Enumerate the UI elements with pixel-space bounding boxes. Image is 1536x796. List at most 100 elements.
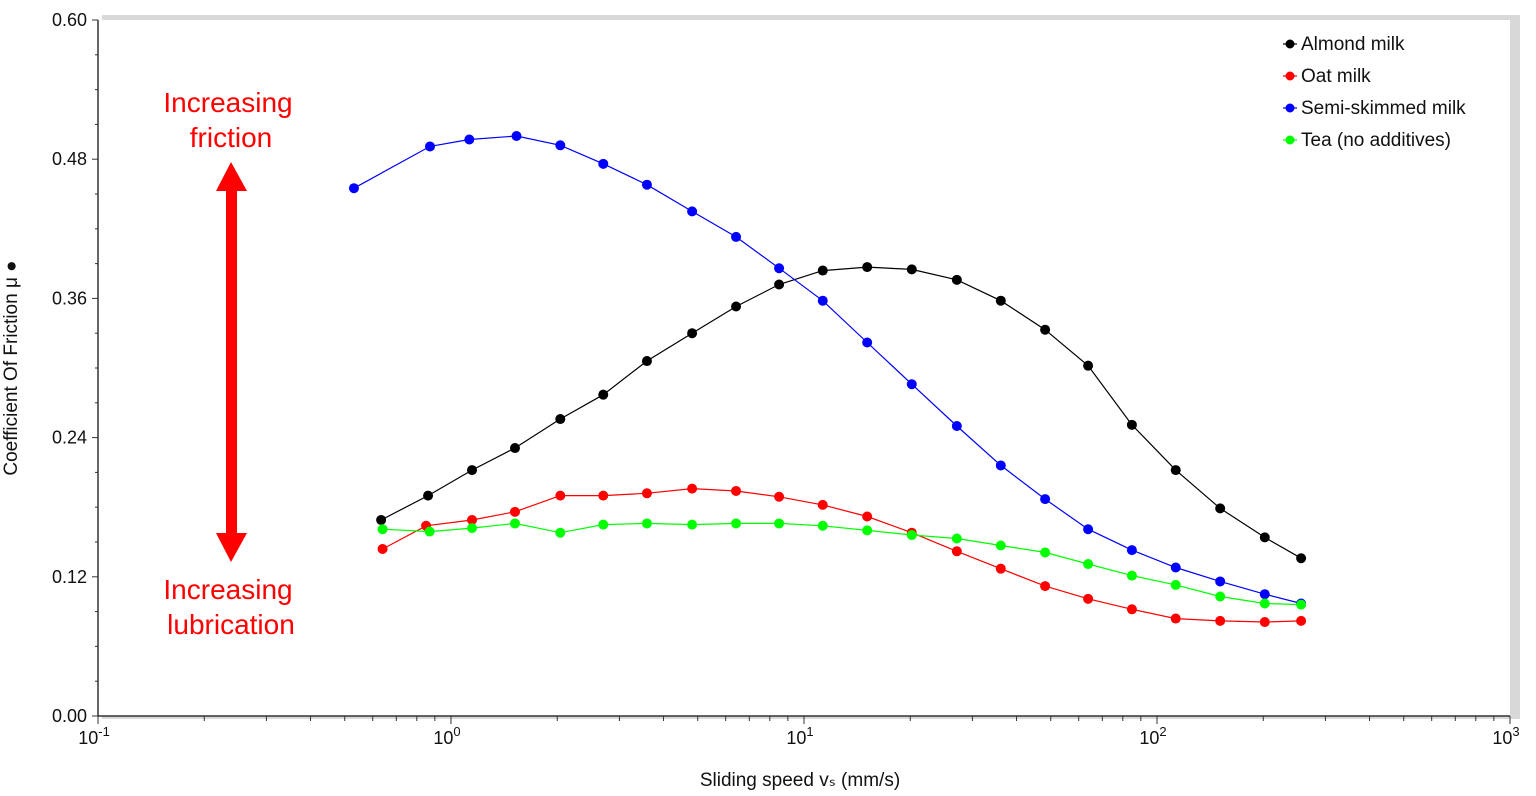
data-point-tea-no-additives xyxy=(1083,559,1094,570)
legend-label: Semi-skimmed milk xyxy=(1301,98,1466,119)
double-arrow-icon xyxy=(216,162,247,562)
data-point-tea-no-additives xyxy=(906,530,917,541)
y-tick-label: 0.12 xyxy=(52,567,87,587)
legend-marker xyxy=(1285,135,1295,145)
data-point-tea-no-additives xyxy=(555,527,566,538)
data-point-oat-milk xyxy=(687,483,698,494)
legend-marker xyxy=(1285,71,1295,81)
data-point-almond-milk xyxy=(995,295,1006,306)
legend-label: Oat milk xyxy=(1301,66,1371,87)
data-point-semi-skimmed-milk xyxy=(995,460,1006,471)
data-point-oat-milk xyxy=(731,485,742,496)
y-tick-label: 0.00 xyxy=(52,706,87,726)
data-point-semi-skimmed-milk xyxy=(598,158,609,169)
data-point-almond-milk xyxy=(1259,532,1270,543)
data-point-tea-no-additives xyxy=(1170,579,1181,590)
x-tick-label: 10-1 xyxy=(78,724,110,748)
data-point-almond-milk xyxy=(731,301,742,312)
data-point-oat-milk xyxy=(467,514,478,525)
data-point-almond-milk xyxy=(555,414,566,425)
x-tick-label: 103 xyxy=(1492,724,1519,748)
data-point-almond-milk xyxy=(951,274,962,285)
data-point-semi-skimmed-milk xyxy=(464,134,475,145)
data-point-semi-skimmed-milk xyxy=(1215,576,1226,587)
data-point-almond-milk xyxy=(509,443,520,454)
data-point-semi-skimmed-milk xyxy=(731,231,742,242)
data-point-semi-skimmed-milk xyxy=(348,183,359,194)
y-axis-label: Coefficient Of Friction μ ● xyxy=(1,260,22,475)
legend-marker xyxy=(1285,39,1295,49)
data-point-semi-skimmed-milk xyxy=(641,179,652,190)
data-point-oat-milk xyxy=(377,543,388,554)
data-point-tea-no-additives xyxy=(424,526,435,537)
y-tick-label: 0.60 xyxy=(52,10,87,30)
data-point-tea-no-additives xyxy=(951,533,962,544)
data-point-tea-no-additives xyxy=(377,524,388,535)
data-point-semi-skimmed-milk xyxy=(951,421,962,431)
legend-label: Tea (no additives) xyxy=(1301,130,1451,151)
data-point-almond-milk xyxy=(1126,419,1137,430)
data-point-tea-no-additives xyxy=(641,518,652,529)
data-point-almond-milk xyxy=(862,262,873,273)
y-tick-label: 0.48 xyxy=(52,149,87,169)
data-point-semi-skimmed-milk xyxy=(906,379,917,390)
series-line-tea-no-additives xyxy=(382,522,1302,606)
data-point-tea-no-additives xyxy=(817,520,828,531)
axes: 10-1 100 101 102 103 0.00 0.12 0.24 0.36 0.48 0.60 xyxy=(52,10,1520,748)
x-tick-label: 101 xyxy=(786,724,813,748)
data-point-almond-milk xyxy=(1215,503,1226,514)
data-point-tea-no-additives xyxy=(687,519,698,530)
data-point-semi-skimmed-milk xyxy=(1170,562,1181,573)
y-tick-label: 0.36 xyxy=(52,288,87,308)
legend-marker xyxy=(1285,103,1295,113)
data-point-semi-skimmed-milk xyxy=(425,141,436,152)
annotation-friction-line1: Increasing xyxy=(163,87,292,118)
data-point-semi-skimmed-milk xyxy=(687,206,698,217)
data-point-tea-no-additives xyxy=(1296,599,1307,610)
data-point-oat-milk xyxy=(817,499,828,510)
data-point-oat-milk xyxy=(1126,604,1137,615)
data-point-oat-milk xyxy=(1296,615,1307,626)
data-point-semi-skimmed-milk xyxy=(555,140,566,151)
data-point-oat-milk xyxy=(1259,617,1270,628)
series-line-semi-skimmed-milk xyxy=(353,135,1302,605)
series-group xyxy=(348,131,1307,628)
x-tick-label: 102 xyxy=(1139,724,1166,748)
series-line-oat-milk xyxy=(382,487,1302,623)
data-point-almond-milk xyxy=(598,389,609,400)
data-point-semi-skimmed-milk xyxy=(1259,589,1270,600)
data-point-oat-milk xyxy=(1083,593,1094,604)
data-point-tea-no-additives xyxy=(1126,570,1137,581)
data-point-semi-skimmed-milk xyxy=(862,337,873,348)
data-point-oat-milk xyxy=(995,563,1006,574)
data-point-tea-no-additives xyxy=(1215,591,1226,602)
plot-area xyxy=(98,20,1510,716)
data-point-oat-milk xyxy=(598,490,609,501)
legend: Almond milk Oat milk Semi-skimmed milk Tea … xyxy=(1283,34,1466,151)
data-point-oat-milk xyxy=(1215,615,1226,626)
data-point-tea-no-additives xyxy=(598,519,609,530)
annotation-friction-line2: friction xyxy=(190,122,272,153)
legend-label: Almond milk xyxy=(1301,34,1405,55)
data-point-oat-milk xyxy=(555,490,566,501)
data-point-almond-milk xyxy=(1296,553,1307,564)
data-point-oat-milk xyxy=(774,491,785,502)
data-point-almond-milk xyxy=(1083,360,1094,371)
annotation-lubrication-line2: lubrication xyxy=(167,609,295,640)
data-point-semi-skimmed-milk xyxy=(774,263,785,274)
data-point-tea-no-additives xyxy=(731,518,742,529)
data-point-semi-skimmed-milk xyxy=(1126,545,1137,556)
data-point-oat-milk xyxy=(641,488,652,499)
data-point-tea-no-additives xyxy=(1259,598,1270,609)
data-point-almond-milk xyxy=(641,356,652,367)
x-tick-label: 100 xyxy=(433,724,460,748)
data-point-oat-milk xyxy=(1170,613,1181,624)
annotation-lubrication-line1: Increasing xyxy=(163,574,292,605)
data-point-oat-milk xyxy=(509,506,520,517)
data-point-oat-milk xyxy=(951,546,962,557)
data-point-semi-skimmed-milk xyxy=(1040,494,1051,505)
data-point-tea-no-additives xyxy=(467,523,478,534)
data-point-oat-milk xyxy=(862,511,873,522)
data-point-tea-no-additives xyxy=(509,518,520,529)
